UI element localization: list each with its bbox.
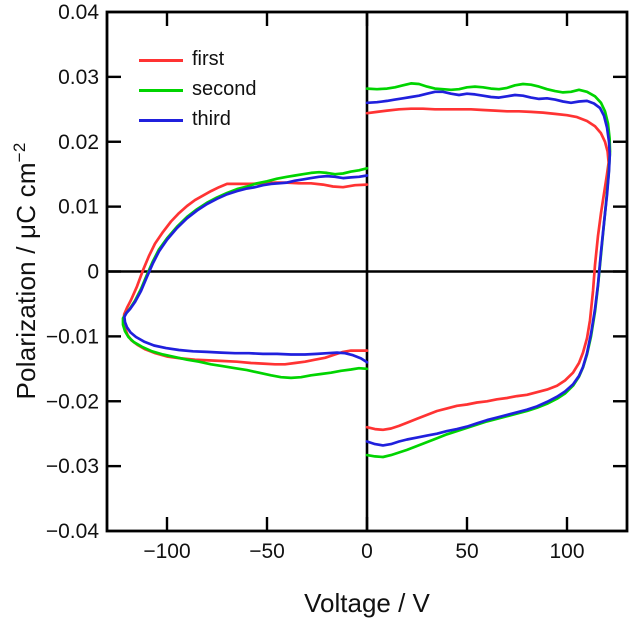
y-tick-label: −0.03 bbox=[46, 455, 99, 478]
y-axis-label: Polarization / μC cm−2 bbox=[10, 143, 42, 400]
curve-third-positive-sweep bbox=[365, 90, 612, 447]
legend-row-second: second bbox=[139, 75, 257, 105]
legend-label-first: first bbox=[192, 48, 225, 70]
curve-first-positive-sweep bbox=[365, 107, 610, 432]
x-tick-label: −50 bbox=[249, 540, 285, 563]
x-tick-label: 50 bbox=[455, 540, 478, 563]
legend-row-third: third bbox=[139, 105, 257, 135]
legend: first second third bbox=[139, 45, 257, 135]
legend-line-second bbox=[139, 88, 183, 92]
y-tick-label: −0.02 bbox=[46, 390, 99, 413]
y-tick-label: −0.01 bbox=[46, 325, 99, 348]
legend-row-first: first bbox=[139, 45, 257, 75]
legend-line-first bbox=[139, 58, 183, 62]
curve-third-negative-sweep bbox=[123, 174, 369, 364]
legend-label-second: second bbox=[192, 78, 257, 100]
y-tick-label: 0.03 bbox=[58, 66, 99, 89]
y-axis-label-exponent: −2 bbox=[10, 142, 30, 163]
y-tick-label: 0.01 bbox=[58, 196, 99, 219]
y-tick-label: −0.04 bbox=[46, 520, 99, 543]
legend-label-third: third bbox=[192, 108, 231, 130]
y-tick-label: 0 bbox=[87, 261, 99, 284]
x-tick-label: 0 bbox=[361, 540, 373, 563]
legend-line-third bbox=[139, 118, 183, 122]
y-axis-label-text: Polarization / μC cm bbox=[10, 162, 41, 400]
x-axis-label: Voltage / V bbox=[304, 588, 430, 618]
x-tick-label: −100 bbox=[143, 540, 190, 563]
y-tick-label: 0.02 bbox=[58, 131, 99, 154]
y-tick-label: 0.04 bbox=[58, 1, 99, 24]
x-tick-label: 100 bbox=[549, 540, 584, 563]
curve-first-negative-sweep bbox=[122, 181, 369, 366]
